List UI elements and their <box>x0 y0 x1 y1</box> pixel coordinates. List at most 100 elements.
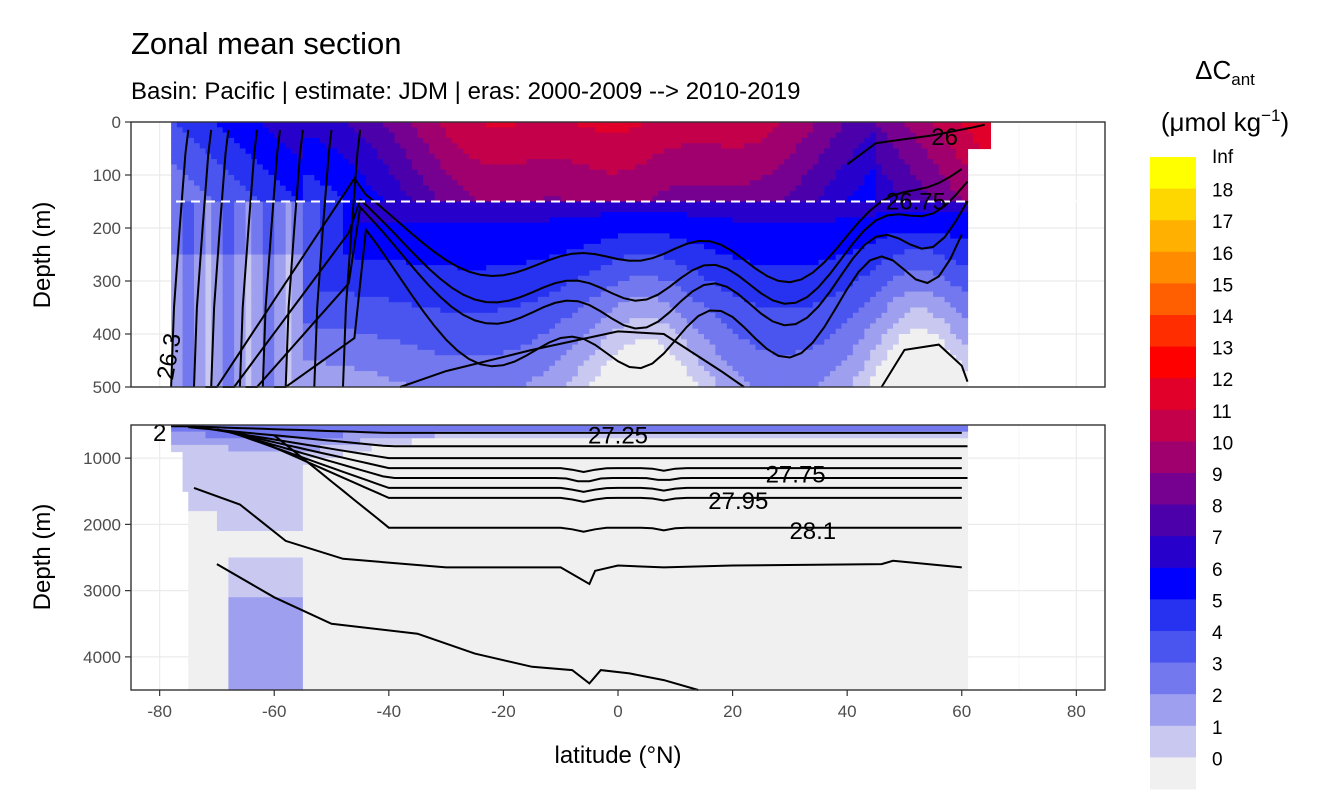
heatmap-cell <box>279 196 287 203</box>
heatmap-cell <box>314 217 321 224</box>
heatmap-cell <box>331 137 338 144</box>
heatmap-cell <box>480 222 487 229</box>
heatmap-cell <box>721 254 728 261</box>
heatmap-cell <box>663 148 671 155</box>
heatmap-cell <box>486 185 493 192</box>
heatmap-cell <box>411 217 419 224</box>
heatmap-cell <box>543 222 550 229</box>
heatmap-cell <box>388 153 396 160</box>
heatmap-cell <box>211 328 218 335</box>
heatmap-cell <box>537 206 545 213</box>
heatmap-cell <box>463 185 470 192</box>
heatmap-cell <box>417 185 424 192</box>
heatmap-cell <box>331 164 338 171</box>
heatmap-cell <box>600 169 608 176</box>
heatmap-cell <box>491 159 499 165</box>
heatmap-cell <box>199 365 207 372</box>
heatmap-cell <box>451 196 459 203</box>
heatmap-cell <box>320 286 327 293</box>
heatmap-cell <box>612 254 619 261</box>
heatmap-cell <box>474 286 482 293</box>
heatmap-cell <box>640 328 648 335</box>
heatmap-cell <box>715 143 722 150</box>
heatmap-cell <box>520 212 527 218</box>
heatmap-cell <box>715 206 722 213</box>
heatmap-cell <box>234 238 241 245</box>
heatmap-cell <box>491 275 499 282</box>
heatmap-cell <box>423 201 430 208</box>
heatmap-cell <box>612 312 619 319</box>
heatmap-cell <box>268 185 275 192</box>
heatmap-cell <box>302 360 310 367</box>
heatmap-cell <box>234 281 241 287</box>
heatmap-cell <box>285 148 293 155</box>
heatmap-cell <box>703 132 711 139</box>
heatmap-cell <box>560 185 568 192</box>
heatmap-cell <box>400 243 407 250</box>
heatmap-cell <box>291 355 298 362</box>
heatmap-cell <box>618 122 625 128</box>
heatmap-cell <box>554 159 562 165</box>
heatmap-cell <box>532 233 539 240</box>
heatmap-cell <box>600 312 608 319</box>
heatmap-cell <box>583 175 590 181</box>
heatmap-cell <box>182 296 189 303</box>
heatmap-cell <box>423 344 430 351</box>
heatmap-cell <box>549 349 556 356</box>
heatmap-cell <box>480 381 487 388</box>
heatmap-cell <box>692 323 699 330</box>
heatmap-cell <box>600 376 608 383</box>
heatmap-cell <box>417 318 424 324</box>
heatmap-cell <box>348 185 356 192</box>
heatmap-cell <box>428 376 436 383</box>
heatmap-cell <box>543 339 550 346</box>
heatmap-cell <box>658 360 665 367</box>
heatmap-cell <box>325 164 333 171</box>
heatmap-cell <box>583 355 590 362</box>
heatmap-cell <box>228 175 235 181</box>
heatmap-cell <box>176 291 184 298</box>
heatmap-cell <box>663 137 671 144</box>
heatmap-cell <box>371 286 378 293</box>
heatmap-cell <box>520 180 527 187</box>
heatmap-cell <box>577 137 585 144</box>
heatmap-cell <box>635 265 642 271</box>
heatmap-cell <box>463 143 470 150</box>
heatmap-cell <box>371 339 378 346</box>
heatmap-cell <box>635 164 642 171</box>
heatmap-cell <box>274 212 281 218</box>
heatmap-cell <box>348 307 356 314</box>
heatmap-cell <box>354 344 361 351</box>
heatmap-cell <box>411 137 419 144</box>
heatmap-cell <box>732 371 739 377</box>
heatmap-cell <box>417 296 424 303</box>
heatmap-cell <box>216 159 224 165</box>
heatmap-cell <box>658 249 665 256</box>
heatmap-cell <box>497 159 505 165</box>
heatmap-cell <box>383 196 390 203</box>
heatmap-cell <box>342 122 350 128</box>
heatmap-cell <box>291 275 298 282</box>
heatmap-cell <box>371 334 378 340</box>
heatmap-cell <box>279 270 287 277</box>
heatmap-cell <box>171 281 178 287</box>
heatmap-cell <box>715 148 722 155</box>
heatmap-cell <box>640 334 648 340</box>
heatmap-cell <box>205 281 212 287</box>
heatmap-cell <box>543 206 550 213</box>
heatmap-cell <box>365 339 373 346</box>
heatmap-cell <box>503 339 510 346</box>
heatmap-cell <box>417 302 424 309</box>
heatmap-cell <box>606 339 613 346</box>
heatmap-cell <box>514 217 522 224</box>
heatmap-cell <box>176 259 184 266</box>
heatmap-cell <box>549 148 556 155</box>
heatmap-cell <box>526 360 533 367</box>
heatmap-cell <box>383 302 390 309</box>
heatmap-cell <box>268 312 275 319</box>
heatmap-cell <box>417 334 424 340</box>
heatmap-cell <box>262 254 270 261</box>
heatmap-cell <box>675 190 682 197</box>
heatmap-cell <box>652 233 659 240</box>
heatmap-cell <box>176 254 184 261</box>
